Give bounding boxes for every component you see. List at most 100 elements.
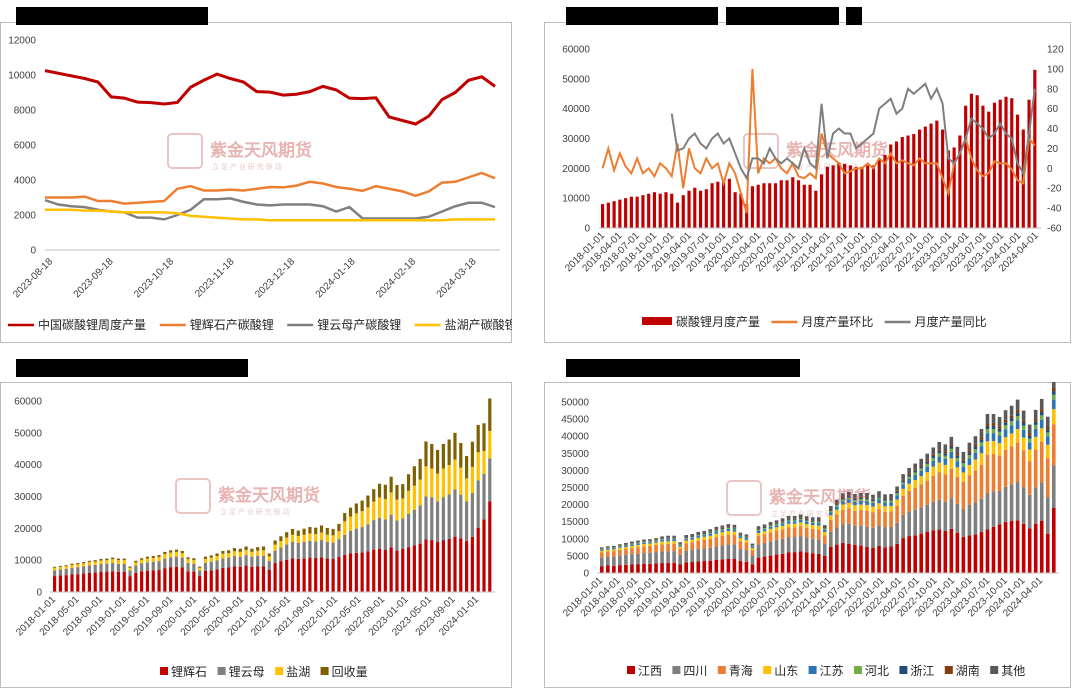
c3-bar-segment — [453, 459, 457, 490]
c4-bar-segment — [997, 426, 1002, 429]
c4-bar-segment — [786, 520, 791, 522]
c4-legend-swatch — [717, 666, 726, 674]
c4-bar-segment — [835, 527, 839, 545]
c3-bar-segment — [192, 558, 196, 561]
c4-bar-segment — [985, 492, 990, 530]
c3-bar-segment — [308, 540, 312, 558]
c3-bar-segment — [122, 563, 126, 572]
c3-bar-segment — [314, 527, 318, 535]
c3-bar-segment — [464, 501, 469, 542]
c4-bar-segment — [654, 563, 658, 573]
panel-1-title-bar — [16, 7, 208, 25]
c2-bar — [894, 141, 899, 228]
c4-bar-segment — [907, 468, 911, 474]
c4-bar-segment — [877, 525, 881, 546]
c4-bar-segment — [889, 502, 893, 506]
c4-bar-segment — [1051, 424, 1056, 466]
c4-y-tick-label: 20000 — [561, 500, 589, 511]
c4-bar-segment — [1003, 419, 1008, 423]
c4-bar-segment — [979, 464, 984, 499]
c3-bar-segment — [337, 531, 341, 540]
c4-bar-segment — [829, 505, 833, 510]
c4-bar-segment — [901, 495, 905, 515]
c3-bar-segment — [383, 499, 387, 520]
c3-bar-segment — [366, 551, 370, 592]
c4-bar-segment — [708, 529, 713, 532]
c3-bar-segment — [476, 424, 480, 453]
watermark-slogan: 立 足 产 业 研 究 驱 动 — [771, 509, 841, 518]
c4-bar-segment — [901, 479, 905, 481]
c4-bar-segment — [606, 549, 610, 552]
c4-bar-segment — [822, 527, 827, 529]
c4-bar-segment — [720, 559, 725, 573]
c4-bar-segment — [726, 544, 731, 559]
c3-bar-segment — [180, 557, 184, 568]
c3-bar-segment — [151, 557, 155, 562]
c3-bar-segment — [76, 563, 80, 565]
c4-bar-segment — [732, 527, 737, 529]
c3-bar-segment — [302, 558, 306, 592]
c4-bar-segment — [835, 509, 839, 515]
c1-x-tick-label: 2023-11-18 — [193, 256, 237, 300]
c2-bar — [820, 174, 824, 228]
c4-bar-segment — [696, 536, 701, 538]
c4-bar-segment — [714, 546, 719, 561]
c4-bar-segment — [871, 512, 875, 528]
c4-bar-segment — [726, 534, 731, 545]
c4-bar-segment — [630, 541, 634, 544]
c4-bar-segment — [931, 454, 936, 457]
c4-bar-segment — [690, 550, 695, 563]
c4-bar-segment — [606, 548, 610, 550]
c2-bar — [923, 126, 927, 228]
c4-bar-segment — [1021, 523, 1026, 573]
c3-bar-segment — [87, 572, 92, 592]
c4-bar-segment — [997, 524, 1002, 573]
c4-bar-segment — [606, 551, 610, 557]
c4-bar-segment — [853, 510, 857, 526]
c3-bar-segment — [447, 464, 451, 495]
c4-bar-segment — [961, 460, 966, 464]
c4-bar-segment — [883, 494, 887, 499]
c4-bar-segment — [1039, 398, 1044, 410]
c3-bar-segment — [145, 562, 150, 571]
c4-bar-segment — [816, 539, 821, 554]
c4-bar-segment — [798, 536, 803, 552]
c4-bar-segment — [937, 442, 942, 450]
c3-bar-segment — [174, 566, 179, 592]
watermark-slogan: 立 足 产 业 研 究 驱 动 — [220, 507, 290, 516]
c3-bar-segment — [406, 490, 411, 515]
c3-bar-segment — [406, 547, 411, 592]
c4-bar-segment — [1027, 461, 1032, 495]
c4-bar-segment — [979, 429, 984, 438]
c3-bar-segment — [256, 550, 260, 556]
c2-bar — [756, 184, 760, 228]
c4-bar-segment — [810, 538, 815, 554]
c4-bar-segment — [961, 459, 966, 461]
c3-bar-segment — [319, 557, 324, 592]
c3-bar-segment — [203, 558, 208, 563]
c4-bar-segment — [750, 555, 755, 565]
c3-bar-segment — [111, 571, 115, 592]
c3-bar-segment — [424, 539, 428, 592]
c1-legend-label: 中国碳酸锂周度产量 — [38, 317, 146, 332]
c4-y-tick-label: 10000 — [561, 534, 589, 545]
c4-bar-segment — [804, 516, 809, 519]
c4-bar-segment — [768, 525, 773, 527]
c4-bar-segment — [847, 523, 851, 544]
c4-bar-segment — [1045, 432, 1050, 437]
c3-bar-segment — [238, 566, 242, 592]
c3-bar-segment — [244, 549, 248, 556]
c4-bar-segment — [666, 562, 670, 573]
c4-bar-segment — [1045, 458, 1050, 498]
c4-bar-segment — [1045, 497, 1050, 534]
c4-bar-segment — [937, 456, 942, 463]
c4-legend-label: 江苏 — [820, 664, 844, 678]
c4-bar-segment — [798, 519, 803, 523]
c4-bar-segment — [768, 528, 773, 533]
c3-bar-segment — [372, 489, 376, 502]
c4-bar-segment — [985, 433, 990, 442]
c2-bar — [883, 154, 887, 228]
c3-bar-segment — [122, 560, 126, 564]
c4-bar-segment — [895, 543, 899, 573]
c4-bar-segment — [750, 546, 755, 549]
